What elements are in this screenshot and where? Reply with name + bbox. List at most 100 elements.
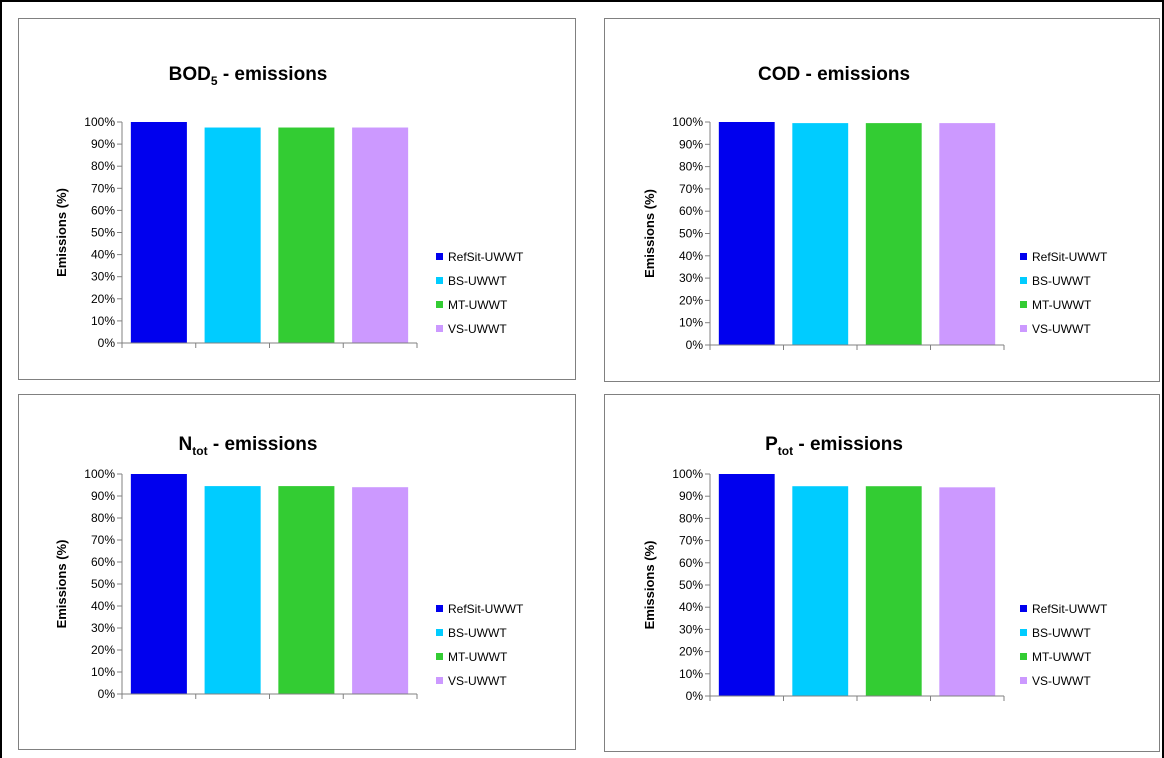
bar-refsit-uwwt [718,474,775,696]
y-tick-label: 80% [679,511,703,525]
y-tick-label: 20% [91,292,115,306]
y-tick-label: 50% [91,226,115,240]
y-tick-label: 10% [679,316,703,330]
bar-vs-uwwt [352,487,409,694]
legend-swatch [436,253,443,260]
chart-title-suffix: - emissions [218,64,328,85]
legend-label: RefSit-UWWT [448,602,524,616]
legend-swatch [436,605,443,612]
y-tick-label: 60% [91,555,115,569]
y-tick-label: 30% [91,621,115,635]
y-tick-label: 50% [91,577,115,591]
legend-label: MT-UWWT [1032,650,1092,664]
y-tick-label: 90% [679,137,703,151]
bar-bs-uwwt [204,127,261,344]
legend-swatch [1020,325,1027,332]
legend-label: BS-UWWT [448,626,507,640]
chart-title: Ntot - emissions [179,434,318,458]
legend-swatch [1020,605,1027,612]
legend-label: BS-UWWT [1032,626,1091,640]
y-tick-label: 100% [672,115,703,129]
bar-mt-uwwt [278,486,335,694]
y-tick-label: 40% [91,248,115,262]
y-tick-label: 0% [98,687,116,701]
chart-title-subscript: 5 [211,74,218,88]
legend-label: BS-UWWT [448,274,507,288]
y-tick-label: 80% [91,159,115,173]
chart-ntot-emissions: Ntot - emissions Emissions (%) 0% 10% 20% 30%… [18,394,576,750]
chart-bod5-emissions: BOD5 - emissions Emissions (%) 0% 10% 20% 30%… [18,18,576,380]
legend-swatch [1020,277,1027,284]
chart-title-suffix: - emissions [793,434,903,455]
y-tick-label: 0% [686,689,704,703]
bar-mt-uwwt [865,123,922,346]
y-tick-label: 0% [98,336,116,350]
legend-swatch [436,629,443,636]
legend-label: VS-UWWT [1032,322,1091,336]
bar-vs-uwwt [939,123,996,346]
bar-refsit-uwwt [718,122,775,345]
y-tick-label: 90% [679,489,703,503]
y-tick-label: 90% [91,489,115,503]
chart-title-subscript: tot [778,444,793,458]
legend-swatch [1020,253,1027,260]
y-tick-label: 60% [679,556,703,570]
legend-label: VS-UWWT [448,322,507,336]
chart-ptot-emissions: Ptot - emissions Emissions (%) 0% 10% 20% 30%… [604,394,1160,752]
y-tick-label: 10% [91,314,115,328]
y-tick-label: 40% [91,599,115,613]
chart-title-main: N [179,434,193,455]
y-tick-label: 70% [679,534,703,548]
y-tick-label: 50% [679,227,703,241]
chart-cod-emissions: COD - emissions Emissions (%) 0% 10% 20% 30% 4… [604,18,1160,382]
bar-vs-uwwt [352,127,409,344]
legend-label: BS-UWWT [1032,274,1091,288]
y-axis-label: Emissions (%) [54,540,69,629]
chart-title: BOD5 - emissions [169,64,328,88]
y-tick-label: 40% [679,249,703,263]
y-tick-label: 60% [679,204,703,218]
y-tick-label: 80% [91,511,115,525]
y-tick-label: 30% [679,622,703,636]
y-tick-label: 100% [84,467,115,481]
y-tick-label: 80% [679,160,703,174]
chart-title-main: P [765,434,778,455]
y-tick-label: 70% [91,181,115,195]
y-tick-label: 70% [679,182,703,196]
y-tick-label: 10% [679,667,703,681]
legend-swatch [436,677,443,684]
bar-refsit-uwwt [130,122,187,343]
y-tick-label: 30% [91,270,115,284]
y-tick-label: 0% [686,338,704,352]
y-tick-label: 70% [91,533,115,547]
chart-title: COD - emissions [758,64,910,85]
legend-swatch [1020,653,1027,660]
chart-title-suffix: - emissions [208,434,318,455]
legend-label: RefSit-UWWT [1032,602,1108,616]
y-tick-label: 60% [91,203,115,217]
y-axis-label: Emissions (%) [54,188,69,277]
legend-label: RefSit-UWWT [1032,250,1108,264]
bar-refsit-uwwt [130,474,187,694]
bar-mt-uwwt [278,127,335,344]
legend-swatch [436,653,443,660]
legend-swatch [1020,677,1027,684]
legend-label: MT-UWWT [1032,298,1092,312]
chart-title-main: COD [758,64,800,85]
bar-bs-uwwt [204,486,261,694]
chart-title: Ptot - emissions [765,434,903,458]
bar-vs-uwwt [939,487,996,696]
chart-title-subscript: tot [192,444,207,458]
y-axis-label: Emissions (%) [642,189,657,278]
bar-mt-uwwt [865,486,922,696]
y-tick-label: 100% [672,467,703,481]
chart-title-suffix: - emissions [800,64,910,85]
legend-label: MT-UWWT [448,298,508,312]
y-tick-label: 100% [84,115,115,129]
y-tick-label: 40% [679,600,703,614]
legend-swatch [1020,301,1027,308]
legend-swatch [436,325,443,332]
legend-label: RefSit-UWWT [448,250,524,264]
y-tick-label: 10% [91,665,115,679]
y-tick-label: 20% [91,643,115,657]
